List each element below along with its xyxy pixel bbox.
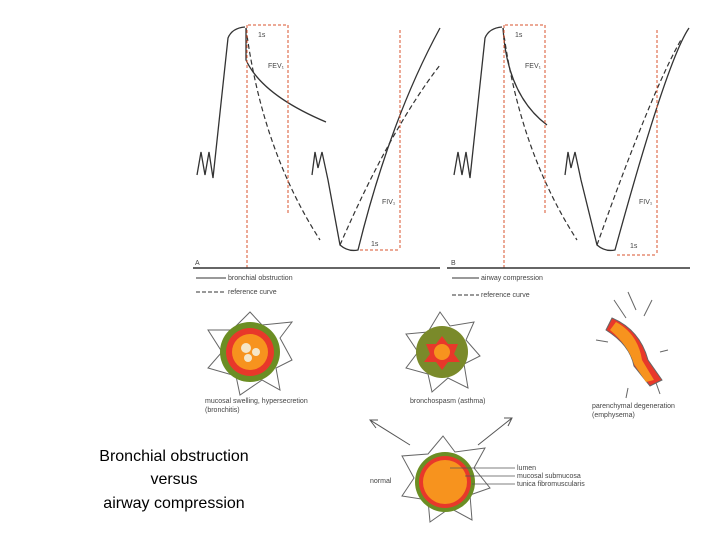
- layer-label: lumen: [517, 465, 536, 472]
- time-label: 1s: [371, 241, 379, 248]
- panel-a: 1s FEV₁ FIV₁ 1s A bronchial obstruction …: [193, 24, 441, 296]
- fev-label: FEV₁: [268, 63, 285, 70]
- panel-label: B: [451, 260, 456, 267]
- legend-label: airway compression: [481, 275, 543, 282]
- panel-b: 1s FEV₁ FIV₁ 1s B airway compression ref…: [447, 24, 690, 299]
- legend-label: reference curve: [228, 289, 277, 296]
- diagram-label: mucosal swelling, hypersecretion: [205, 398, 308, 405]
- caption-line: Bronchial obstruction: [99, 448, 248, 465]
- diagram-sublabel: (emphysema): [592, 412, 635, 419]
- caption-line: versus: [150, 471, 197, 488]
- normal-label: normal: [370, 478, 392, 485]
- asthma-diagram: bronchospasm (asthma): [405, 311, 485, 405]
- fiv-label: FIV₁: [639, 199, 653, 206]
- diagram-sublabel: (bronchitis): [205, 407, 240, 414]
- legend-label: reference curve: [481, 292, 530, 299]
- normal-diagram: normal lumen mucosal submucosa tunica fi…: [369, 417, 585, 523]
- caption-line: airway compression: [103, 495, 244, 512]
- emphysema-diagram: parenchymal degeneration (emphysema): [592, 291, 675, 419]
- time-label: 1s: [630, 243, 638, 250]
- bronchitis-diagram: mucosal swelling, hypersecretion (bronch…: [205, 311, 308, 414]
- legend-label: bronchial obstruction: [228, 275, 293, 282]
- time-label: 1s: [258, 32, 266, 39]
- diagram-label: bronchospasm (asthma): [410, 398, 485, 405]
- layer-label: mucosal submucosa: [517, 473, 581, 480]
- fiv-label: FIV₁: [382, 199, 396, 206]
- fev-label: FEV₁: [525, 63, 542, 70]
- layer-label: tunica fibromuscularis: [517, 481, 585, 488]
- panel-label: A: [195, 260, 200, 267]
- time-label: 1s: [515, 32, 523, 39]
- diagram-label: parenchymal degeneration: [592, 403, 675, 410]
